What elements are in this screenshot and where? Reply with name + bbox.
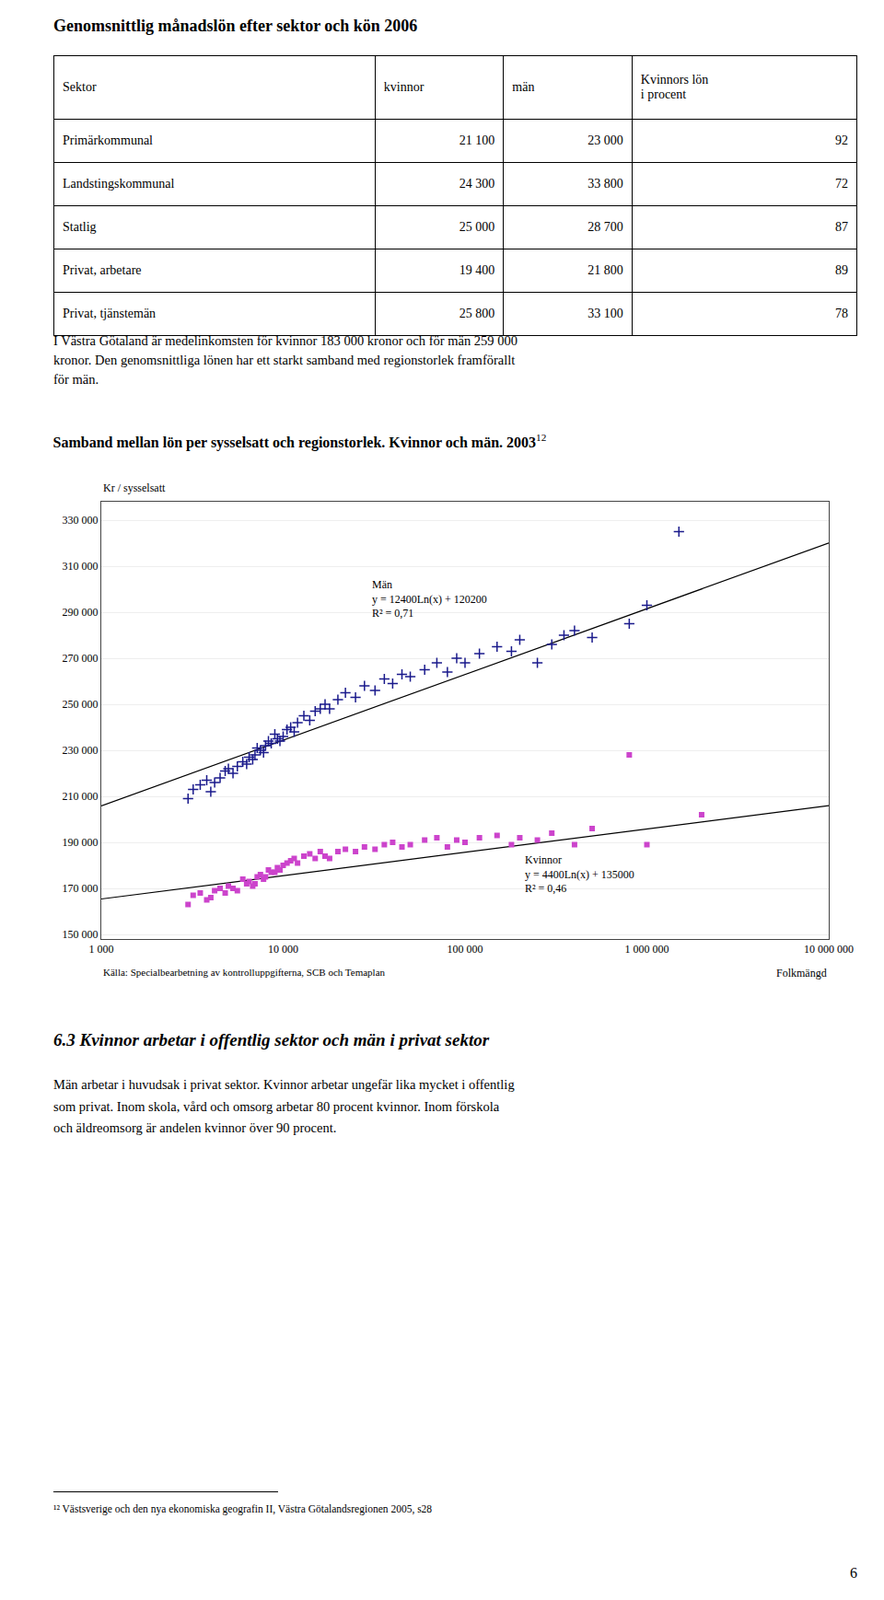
html-text:Sektor: Sektor (62, 80, 97, 94)
html-text:I Västra Götaland är medelinko: I Västra Götaland är medelinkomsten för … (53, 333, 518, 349)
html-text:Privat, tjänstemän: Privat, tjänstemän (62, 306, 156, 321)
svg-text:Samband mellan lön per syssels: Samband mellan lön per sysselsatt och re… (53, 431, 547, 452)
html-text:21 100: 21 100 (459, 133, 495, 148)
html-text:21 800: 21 800 (587, 263, 624, 278)
html-text:23 000: 23 000 (587, 133, 624, 148)
html-text:¹² Västsverige och den nya eko: ¹² Västsverige och den nya ekonomiska ge… (53, 1503, 432, 1515)
html-text:för män.: för män. (53, 372, 99, 387)
svg-text:Källa: Specialbearbetning av k: Källa: Specialbearbetning av kontrollupp… (103, 966, 386, 978)
svg-text:190 000: 190 000 (62, 836, 99, 850)
svg-text:250 000: 250 000 (62, 697, 99, 711)
html-text:28 700: 28 700 (587, 220, 624, 234)
html-text:33 800: 33 800 (587, 176, 624, 191)
svg-text:170 000: 170 000 (62, 882, 99, 896)
html-text:Privat, arbetare: Privat, arbetare (62, 263, 142, 278)
html-text:kvinnor: kvinnor (383, 80, 424, 94)
svg-text:230 000: 230 000 (62, 744, 99, 757)
html-text:72: 72 (835, 176, 849, 191)
svg-text:270 000: 270 000 (62, 651, 99, 665)
svg-text:150 000: 150 000 (62, 928, 99, 942)
html-text:6: 6 (849, 1565, 858, 1582)
html-text:25 800: 25 800 (459, 306, 495, 321)
html-text:Primärkommunal: Primärkommunal (62, 133, 153, 148)
svg-text:10 000: 10 000 (267, 942, 299, 956)
svg-text:330 000: 330 000 (62, 513, 99, 527)
html-text:25 000: 25 000 (459, 220, 495, 234)
html-text:24 300: 24 300 (459, 176, 495, 191)
html-text:som privat. Inom skola, vård o: som privat. Inom skola, vård och omsorg … (53, 1099, 500, 1114)
svg-text:Mäny = 12400Ln(x) + 120200R² =: Mäny = 12400Ln(x) + 120200R² = 0,71 (372, 578, 488, 620)
html-text:19 400: 19 400 (459, 263, 495, 278)
html-text:män: män (512, 80, 535, 94)
svg-text:1 000 000: 1 000 000 (625, 942, 670, 956)
html-text:Landstingskommunal: Landstingskommunal (62, 176, 175, 191)
html-text:78: 78 (835, 306, 849, 321)
svg-text:Folkmängd: Folkmängd (776, 966, 827, 980)
html-text:kronor. Den genomsnittliga lön: kronor. Den genomsnittliga lönen har ett… (53, 352, 516, 368)
svg-text:210 000: 210 000 (62, 790, 99, 803)
html-text:och äldreomsorg är andelen kvi: och äldreomsorg är andelen kvinnor över … (53, 1120, 337, 1136)
svg-text:Kr / sysselsatt: Kr / sysselsatt (103, 481, 166, 495)
svg-text:310 000: 310 000 (62, 559, 99, 573)
svg-text:290 000: 290 000 (62, 605, 99, 619)
svg-text:10 000 000: 10 000 000 (803, 942, 854, 956)
svg-text:Kvinnory = 4400Ln(x) + 135000R: Kvinnory = 4400Ln(x) + 135000R² = 0,46 (524, 853, 635, 896)
html-text:92: 92 (835, 133, 849, 148)
html-text:6.3 Kvinnor arbetar i offentli: 6.3 Kvinnor arbetar i offentlig sektor o… (53, 1030, 490, 1050)
html-text:87: 87 (835, 220, 849, 234)
svg-text:100 000: 100 000 (447, 942, 484, 956)
html-text:Kvinnors lön i procent: Kvinnors lön i procent (640, 72, 709, 102)
html-text:33 100: 33 100 (587, 306, 624, 321)
html-text:89: 89 (835, 263, 849, 278)
html-text:Män arbetar i huvudsak i priva: Män arbetar i huvudsak i privat sektor. … (53, 1077, 515, 1093)
html-text:Statlig: Statlig (62, 220, 97, 234)
svg-text:1 000: 1 000 (89, 942, 115, 956)
html-text:Genomsnittlig månadslön efter: Genomsnittlig månadslön efter sektor och… (53, 16, 418, 35)
